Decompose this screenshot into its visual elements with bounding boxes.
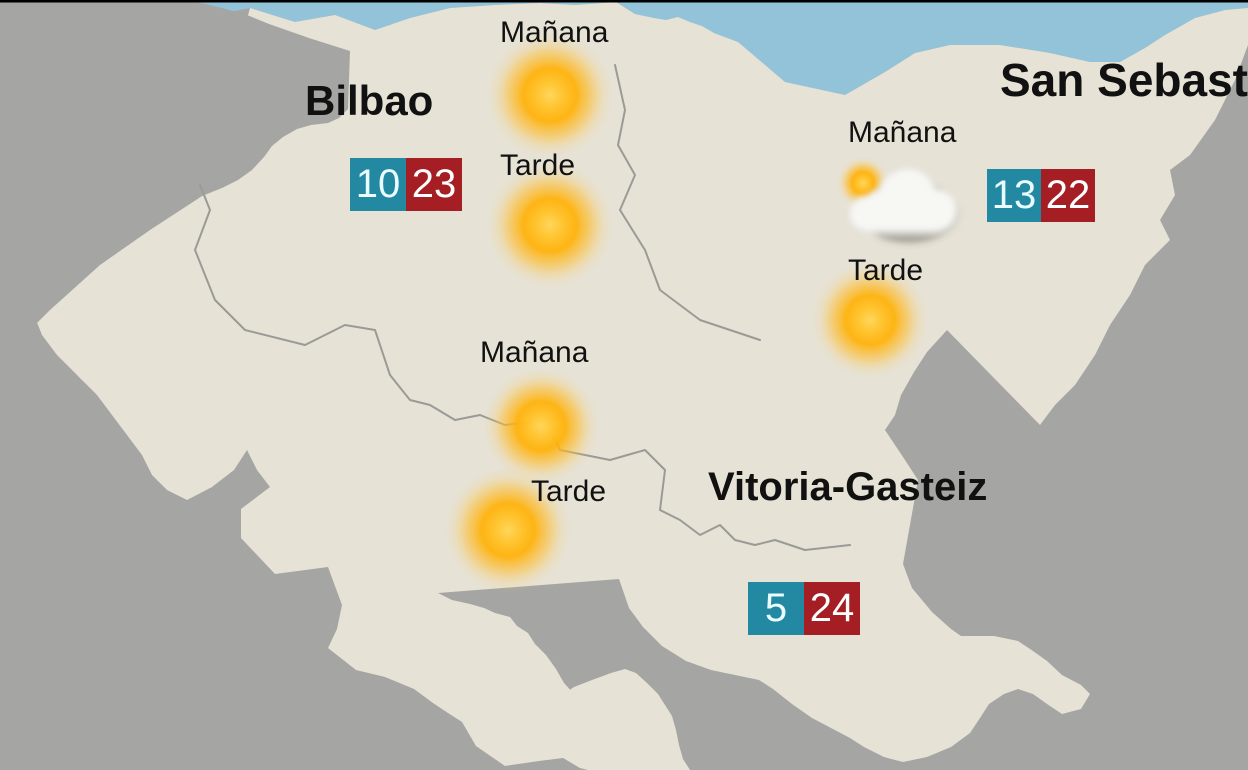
svg-text:Mañana: Mañana — [480, 336, 589, 369]
svg-text:Tarde: Tarde — [531, 475, 606, 508]
svg-text:Tarde: Tarde — [848, 254, 923, 287]
svg-text:10: 10 — [356, 162, 401, 206]
svg-text:13: 13 — [992, 173, 1037, 217]
svg-text:Bilbao: Bilbao — [305, 77, 433, 124]
svg-text:San Sebastián: San Sebastián — [1000, 54, 1248, 106]
svg-text:23: 23 — [412, 162, 457, 206]
svg-text:Mañana: Mañana — [848, 116, 957, 149]
svg-text:24: 24 — [810, 586, 855, 630]
svg-text:Vitoria-Gasteiz: Vitoria-Gasteiz — [708, 465, 987, 509]
svg-text:Mañana: Mañana — [500, 16, 609, 49]
svg-text:22: 22 — [1046, 173, 1091, 217]
svg-text:Tarde: Tarde — [500, 149, 575, 182]
svg-text:5: 5 — [765, 586, 787, 630]
